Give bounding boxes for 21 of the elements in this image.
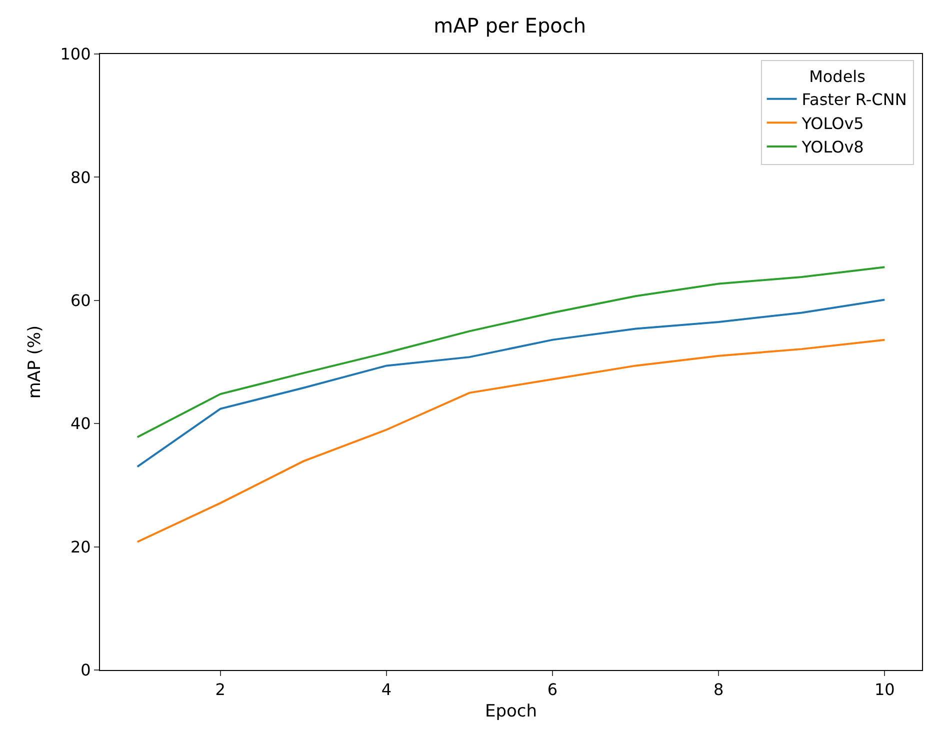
x-tick-label: 10 <box>874 680 895 700</box>
y-tick-label: 100 <box>60 44 91 64</box>
line-series <box>136 266 886 438</box>
line-series <box>136 298 886 468</box>
legend-label: Faster R-CNN <box>802 90 907 110</box>
y-tick-label: 60 <box>70 291 91 310</box>
legend-label: YOLOv5 <box>800 114 864 133</box>
chart-title: mAP per Epoch <box>434 14 586 38</box>
legend-label: YOLOv8 <box>800 138 864 157</box>
x-tick-label: 6 <box>547 680 558 700</box>
x-axis-title: Epoch <box>484 702 538 722</box>
y-tick-label: 20 <box>70 537 91 556</box>
y-tick-label: 0 <box>80 660 91 680</box>
x-tick-label: 4 <box>381 680 392 700</box>
y-tick-label: 80 <box>70 168 91 187</box>
x-tick-label: 2 <box>215 680 226 700</box>
line-series <box>136 338 886 543</box>
x-tick-label: 8 <box>713 680 724 700</box>
y-tick-label: 40 <box>70 414 91 434</box>
y-axis-title: mAP (%) <box>24 325 45 399</box>
legend-title: Models <box>809 66 866 86</box>
